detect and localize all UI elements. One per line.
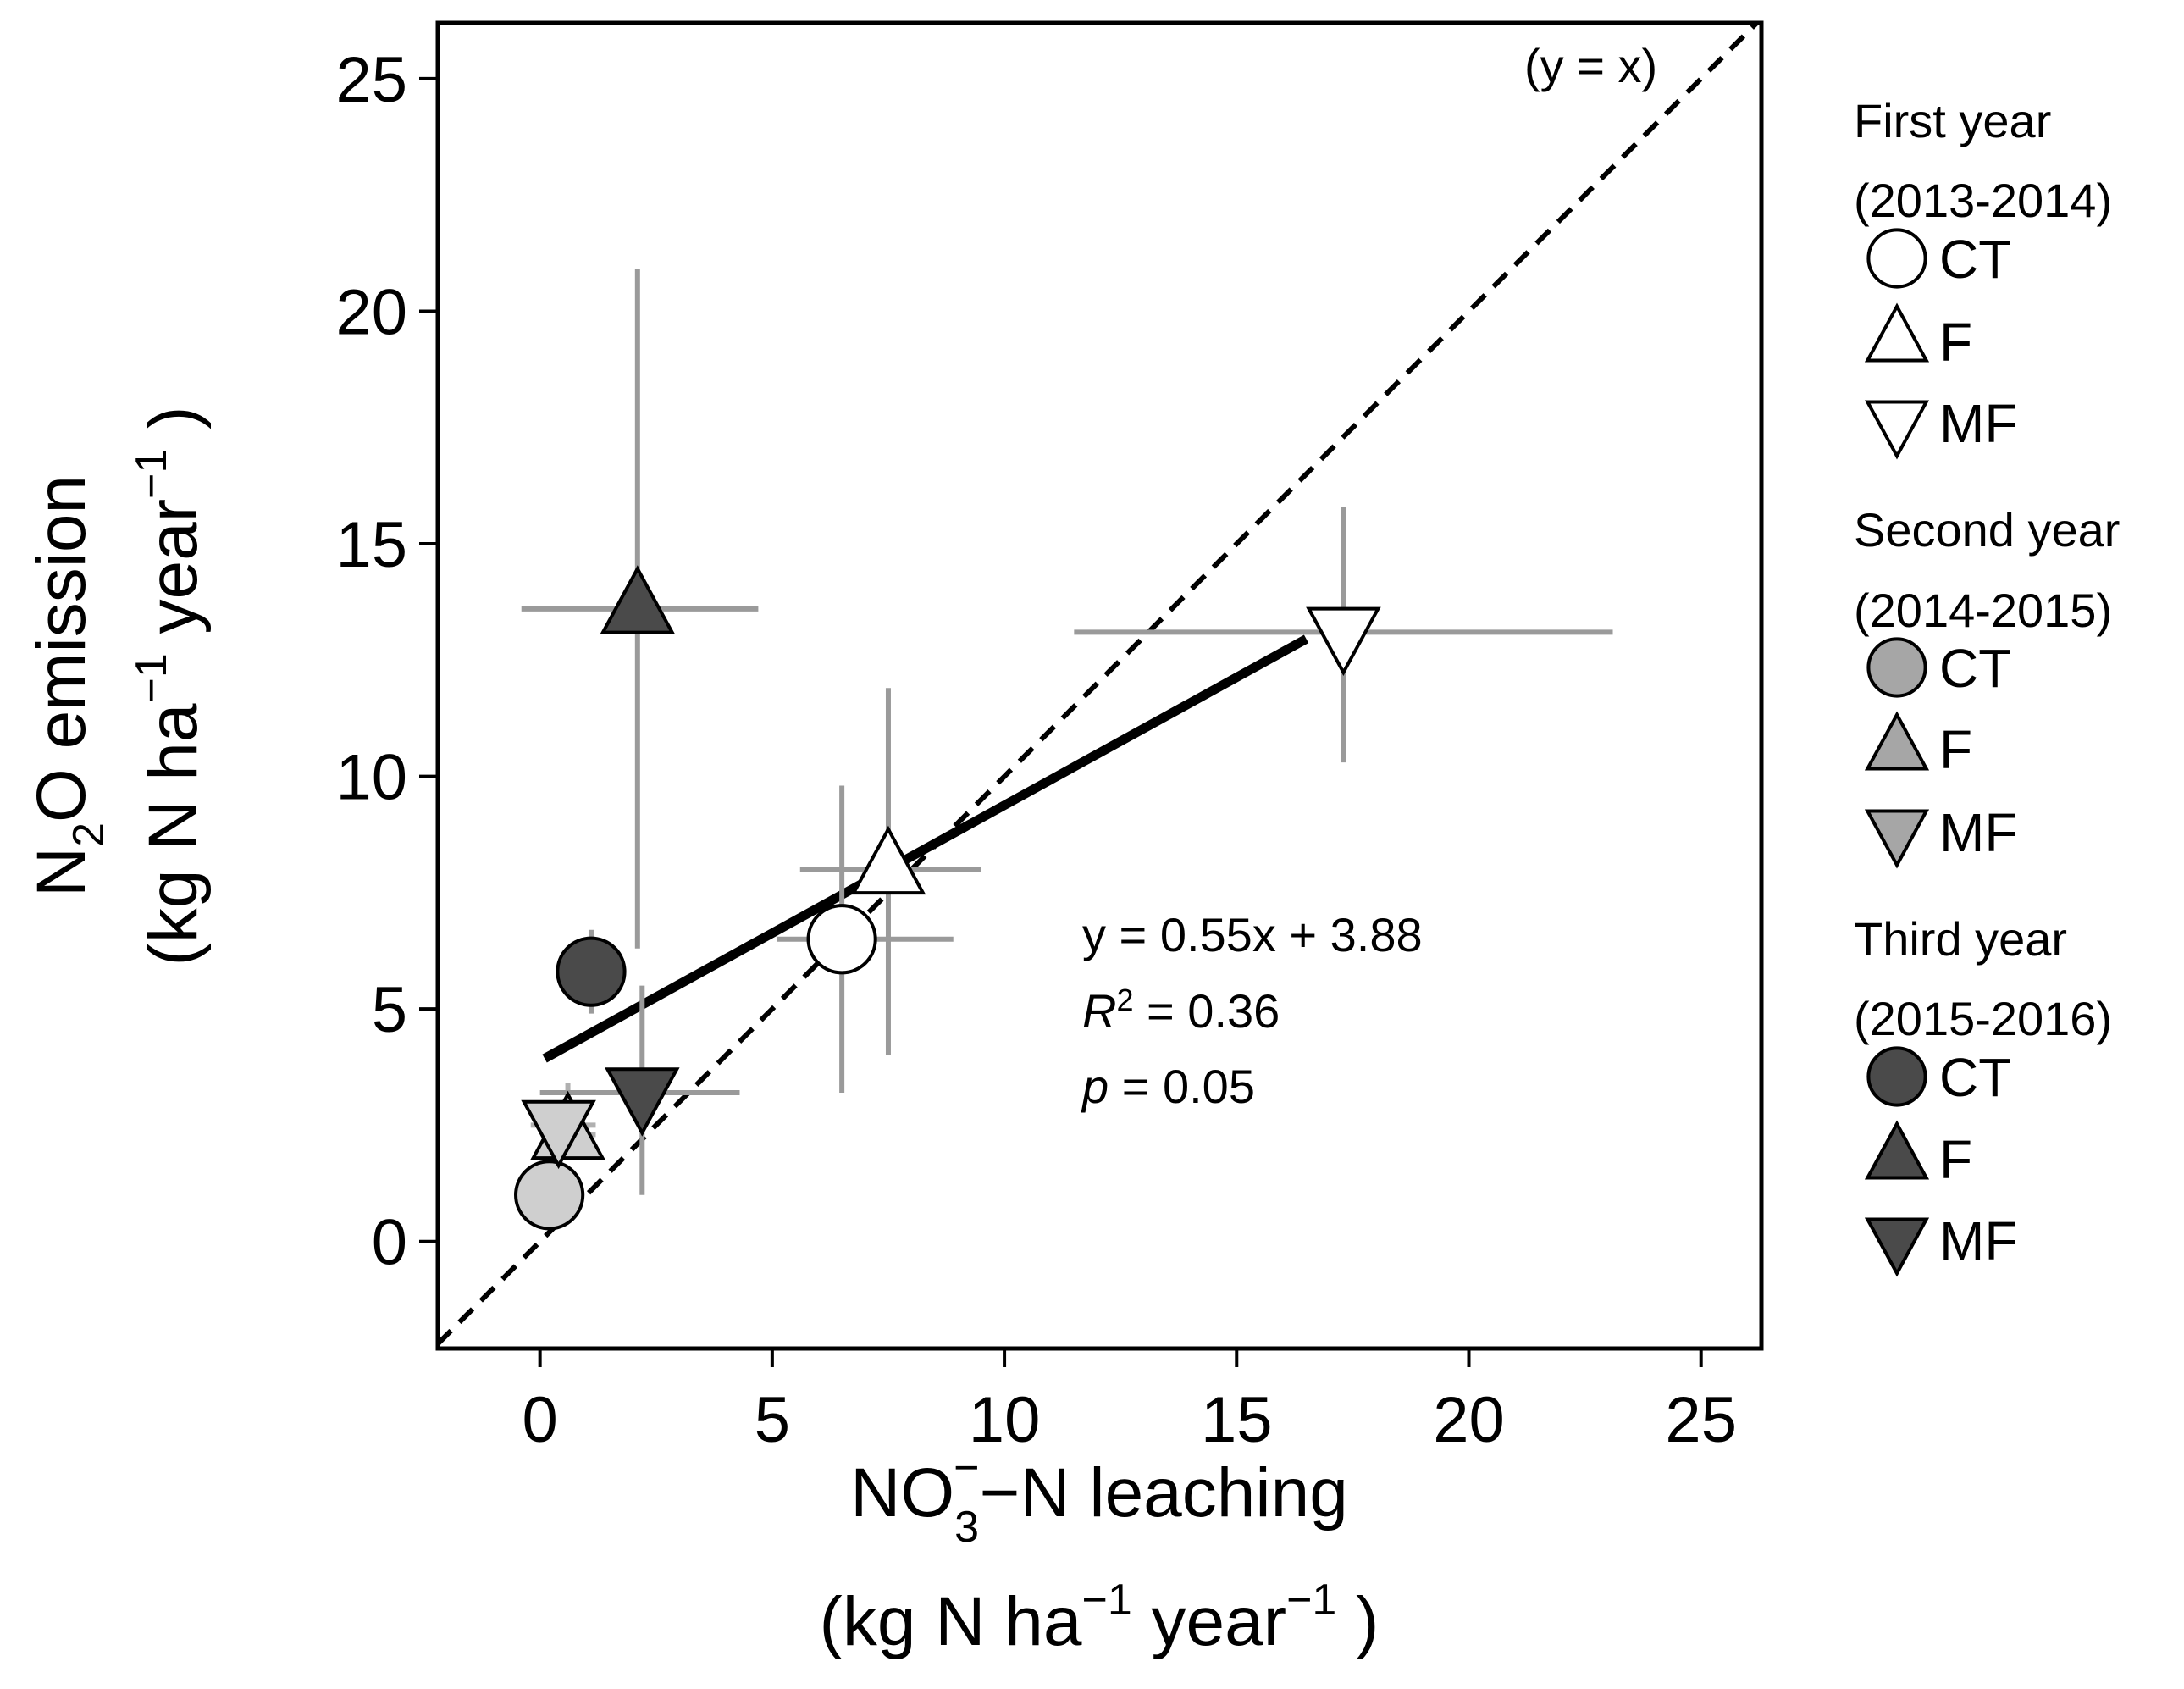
data-point-year1-f (850, 825, 926, 895)
y-tick-label: 5 (372, 974, 407, 1046)
p-value-annotation: p = 0.05 (1081, 1060, 1255, 1113)
y-title-units-c: ) (135, 407, 212, 449)
x-title-units-a: (kg N ha (820, 1583, 1082, 1660)
y-tick-label: 20 (335, 276, 407, 348)
data-point-year1-ct (806, 904, 877, 975)
legend-group1-title-line2: (2013-2014) (1854, 174, 2112, 227)
legend-markers (1864, 228, 1930, 1277)
r-squared-superscript: 2 (1116, 983, 1133, 1017)
data-point-year2-mf (521, 1099, 596, 1170)
x-title-units-b: year (1132, 1583, 1286, 1660)
plot-area (438, 23, 1761, 1346)
x-axis-title-line2: (kg N ha−1 year−1 ) (820, 1575, 1380, 1660)
r-squared-symbol: R (1082, 984, 1116, 1038)
legend-group2-title-line1: Second year (1854, 503, 2120, 557)
legend-marker-year1-mf (1864, 400, 1930, 460)
y-title-subscript: 2 (64, 822, 113, 847)
legend-group1-mf-label: MF (1939, 393, 2017, 454)
legend-group2-mf-label: MF (1939, 802, 2017, 863)
data-point-year3-ct (556, 936, 627, 1007)
legend-group1-f-label: F (1939, 312, 1972, 373)
p-value: = 0.05 (1109, 1060, 1255, 1113)
legend-group3-title-line1: Third year (1854, 912, 2067, 966)
x-axis-title-line1: NO3 −−N leaching (850, 1443, 1348, 1552)
data-point-year3-mf (605, 1067, 680, 1137)
legend: First year (2013-2014) CT F MF Second ye… (1854, 94, 2120, 1271)
x-title-no: NO (850, 1454, 954, 1531)
legend-group3-ct-label: CT (1939, 1047, 2011, 1108)
legend-group3-mf-label: MF (1939, 1210, 2017, 1271)
legend-group2-title-line2: (2014-2015) (1854, 584, 2112, 637)
y-title-units-sup1: −1 (127, 653, 176, 703)
legend-group1-ct-label: CT (1939, 229, 2011, 290)
legend-group1-title-line1: First year (1854, 94, 2051, 147)
x-tick-label: 0 (523, 1384, 558, 1456)
y-title-units-b: year (135, 499, 212, 653)
legend-marker-year3-mf (1864, 1217, 1930, 1277)
y-axis: 0 5 10 15 20 25 (335, 44, 438, 1279)
regression-line (542, 634, 1309, 1063)
y-title-units-a: (kg N ha (135, 703, 212, 966)
legend-group2-ct-label: CT (1939, 638, 2011, 699)
y-axis-title-line2: (kg N ha−1 year−1 ) (127, 407, 212, 966)
y-title-emission: O emission (23, 475, 100, 822)
x-tick-label: 20 (1433, 1384, 1505, 1456)
legend-marker-year2-f (1864, 711, 1930, 771)
p-symbol: p (1081, 1060, 1109, 1113)
identity-line (438, 23, 1761, 1346)
y-tick-label: 0 (372, 1207, 407, 1279)
x-tick-label: 15 (1201, 1384, 1273, 1456)
legend-marker-year3-ct (1866, 1046, 1927, 1107)
x-title-units-sup1: −1 (1081, 1575, 1131, 1625)
x-title-units-sup2: −1 (1286, 1575, 1336, 1625)
legend-marker-year1-ct (1866, 228, 1927, 289)
x-title-superscript: − (954, 1443, 979, 1492)
y-tick-label: 15 (335, 509, 407, 581)
x-tick-label: 25 (1665, 1384, 1737, 1456)
legend-group3-f-label: F (1939, 1129, 1972, 1190)
r-squared-annotation: R2 = 0.36 (1082, 983, 1280, 1038)
data-point-year2-ct (514, 1160, 585, 1231)
x-axis: 0 5 10 15 20 25 (523, 1348, 1737, 1456)
y-title-n: N (23, 847, 100, 897)
y-axis-title-line1: N2O emission (23, 475, 113, 897)
x-tick-label: 5 (755, 1384, 790, 1456)
r-squared-value: = 0.36 (1133, 984, 1280, 1038)
identity-line-label: (y = x) (1524, 39, 1657, 92)
legend-marker-year2-ct (1866, 637, 1927, 698)
data-point-year1-mf (1306, 606, 1381, 677)
y-axis-title: N2O emission (kg N ha−1 year−1 ) (23, 407, 212, 966)
legend-group3-title-line2: (2015-2016) (1854, 992, 2112, 1045)
legend-marker-year2-mf (1864, 809, 1930, 869)
x-title-subscript: 3 (954, 1503, 979, 1552)
x-title-leaching: −N leaching (979, 1454, 1347, 1531)
plot-frame (435, 20, 1764, 1351)
y-tick-label: 25 (335, 44, 407, 116)
legend-group2-f-label: F (1939, 719, 1972, 780)
y-title-units-sup2: −1 (127, 449, 176, 499)
legend-marker-year1-f (1864, 302, 1930, 363)
data-point-year3-f (600, 565, 676, 634)
y-tick-label: 10 (335, 742, 407, 814)
x-title-units-c: ) (1336, 1583, 1379, 1660)
legend-marker-year3-f (1864, 1120, 1930, 1180)
regression-equation: y = 0.55x + 3.88 (1082, 908, 1423, 961)
x-tick-label: 10 (969, 1384, 1041, 1456)
